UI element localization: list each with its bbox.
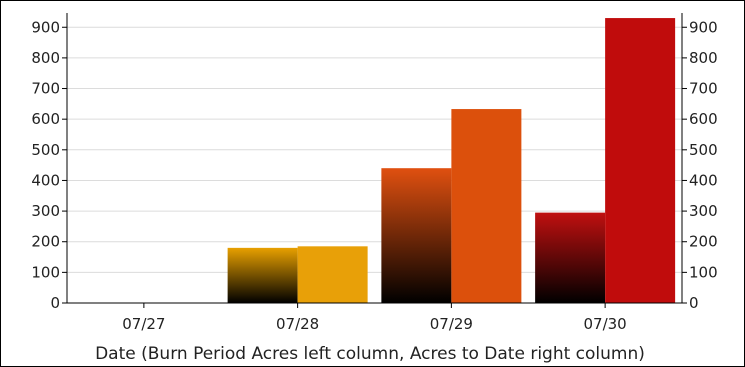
- right-y-axis: 0 100 200 300 400 500 600 700 800 900: [682, 18, 718, 312]
- x-axis: 07/27 07/28 07/29 07/30: [122, 303, 627, 333]
- y-tick-label: 500: [31, 141, 60, 159]
- left-y-axis: 0 100 200 300 400 500 600 700 800 900: [31, 18, 67, 312]
- y-tick-label-right: 100: [689, 263, 718, 281]
- x-axis-label: Date (Burn Period Acres left column, Acr…: [95, 344, 645, 364]
- bar-burn-period-3: [535, 212, 606, 303]
- x-tick-label: 07/29: [430, 315, 473, 333]
- y-tick-label-right: 600: [689, 110, 718, 128]
- y-tick-label-right: 200: [689, 233, 718, 251]
- y-tick-label: 700: [31, 80, 60, 98]
- x-tick-label: 07/28: [276, 315, 319, 333]
- y-tick-label: 900: [31, 18, 60, 36]
- bar-burn-period-1: [227, 247, 298, 303]
- bar-to-date-1: [297, 246, 368, 303]
- y-tick-label: 0: [50, 294, 60, 312]
- y-tick-label: 800: [31, 49, 60, 67]
- y-tick-label-right: 700: [689, 80, 718, 98]
- y-tick-label-right: 400: [689, 171, 718, 189]
- bar-burn-period-2: [381, 168, 452, 303]
- axes: [66, 13, 683, 304]
- y-tick-label-right: 500: [689, 141, 718, 159]
- y-tick-label-right: 900: [689, 18, 718, 36]
- bars: [227, 18, 676, 304]
- bar-to-date-2: [451, 109, 522, 304]
- gridlines: [67, 26, 682, 273]
- x-tick-label: 07/30: [584, 315, 627, 333]
- y-tick-label: 300: [31, 202, 60, 220]
- bar-to-date-3: [605, 18, 676, 303]
- y-tick-label: 600: [31, 110, 60, 128]
- y-tick-label-right: 800: [689, 49, 718, 67]
- x-tick-label: 07/27: [122, 315, 165, 333]
- y-tick-label: 200: [31, 233, 60, 251]
- y-tick-label-right: 300: [689, 202, 718, 220]
- y-tick-label: 400: [31, 171, 60, 189]
- y-tick-label-right: 0: [689, 294, 699, 312]
- y-tick-label: 100: [31, 263, 60, 281]
